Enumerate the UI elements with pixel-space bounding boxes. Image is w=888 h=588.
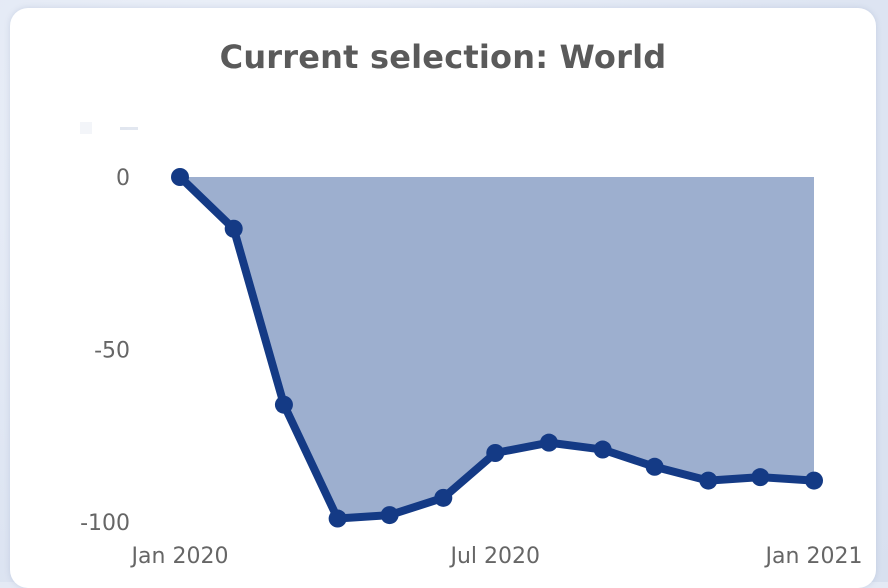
x-tick-label: Jul 2020: [449, 544, 541, 569]
data-point-marker: [328, 509, 347, 528]
data-point-marker: [805, 471, 823, 490]
chart-legend: [80, 116, 138, 140]
x-tick-label: Jan 2020: [130, 544, 229, 569]
legend-area-swatch: [80, 122, 92, 134]
data-point-marker: [699, 471, 718, 490]
x-tick-label: Jan 2021: [764, 544, 863, 569]
y-tick-label: -50: [94, 339, 130, 364]
data-point-marker: [593, 440, 612, 459]
data-point-marker: [751, 468, 770, 487]
data-point-marker: [434, 488, 453, 507]
data-point-marker: [486, 444, 505, 462]
y-tick-label: 0: [116, 166, 130, 191]
data-point-marker: [224, 219, 243, 238]
data-point-marker: [380, 506, 399, 525]
series-area-fill: [180, 177, 814, 519]
legend-line-swatch: [120, 126, 138, 130]
data-point-marker: [539, 433, 558, 452]
data-point-marker: [171, 168, 189, 186]
data-point-marker: [645, 457, 664, 476]
data-point-marker: [274, 395, 293, 414]
chart-title: Current selection: World: [219, 38, 667, 76]
y-tick-label: -100: [80, 511, 130, 536]
